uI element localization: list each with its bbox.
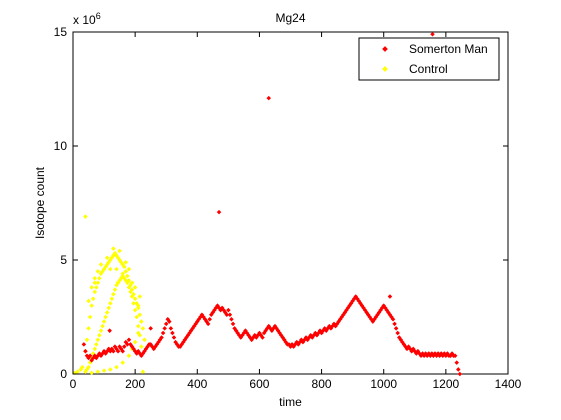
x-tick-label: 1200 — [433, 377, 460, 391]
data-point — [140, 369, 146, 374]
x-tick-label: 800 — [312, 377, 332, 391]
data-point — [454, 360, 459, 365]
data-point — [92, 275, 98, 281]
data-point — [83, 214, 88, 219]
y-axis-multiplier: x 106 — [73, 11, 101, 27]
y-axis-multiplier-base: x 10 — [73, 13, 96, 27]
data-point — [97, 275, 102, 281]
x-tick-label: 400 — [187, 377, 207, 391]
data-point — [89, 370, 94, 376]
data-point — [390, 317, 396, 322]
data-point — [122, 264, 127, 270]
legend-entry-control: Control — [409, 62, 448, 76]
data-point — [81, 342, 87, 347]
legend-box — [358, 37, 500, 81]
x-tick-label: 1400 — [495, 377, 522, 391]
data-point — [171, 335, 177, 340]
data-point — [111, 291, 116, 297]
data-point — [170, 330, 175, 336]
data-point — [260, 335, 265, 340]
y-axis-ticks: 0 5 10 15 — [54, 25, 508, 381]
data-point — [139, 344, 144, 349]
data-point — [392, 321, 397, 327]
data-point — [100, 323, 105, 329]
chart-title: Mg24 — [275, 11, 305, 25]
x-tick-label: 1000 — [370, 377, 397, 391]
data-point — [129, 294, 135, 299]
data-point — [125, 342, 130, 347]
data-point — [162, 326, 167, 331]
data-point — [126, 285, 132, 290]
x-tick-label: 0 — [70, 377, 77, 391]
data-point — [159, 335, 164, 340]
data-point — [140, 326, 146, 331]
plot-frame — [72, 31, 509, 375]
legend: Somerton Man Control — [358, 37, 500, 81]
y-tick-label: 15 — [54, 25, 68, 39]
y-tick-label: 10 — [54, 139, 68, 153]
data-point — [95, 280, 101, 286]
data-point — [117, 248, 122, 254]
y-axis-label: Isotope count — [33, 166, 47, 239]
data-point — [125, 280, 130, 286]
data-point — [457, 371, 463, 377]
data-point — [456, 367, 461, 372]
data-point — [135, 330, 141, 336]
x-tick-label: 600 — [249, 377, 269, 391]
data-point — [126, 337, 132, 343]
data-point — [148, 326, 153, 331]
y-axis-multiplier-exponent: 6 — [96, 11, 101, 21]
legend-entry-somerton-man: Somerton Man — [409, 42, 488, 56]
data-point — [452, 353, 458, 359]
x-tick-label: 200 — [125, 377, 145, 391]
data-point — [125, 273, 130, 279]
data-point — [205, 321, 211, 327]
data-point — [92, 280, 98, 286]
data-point — [122, 344, 127, 349]
data-point — [84, 337, 90, 343]
data-point — [226, 307, 231, 313]
data-point — [94, 285, 99, 290]
data-point — [160, 330, 166, 336]
data-point — [128, 289, 133, 295]
data-point — [101, 368, 107, 373]
y-tick-label: 5 — [60, 253, 67, 267]
data-point — [94, 342, 99, 347]
data-point — [89, 303, 94, 308]
data-point — [227, 312, 233, 317]
y-tick-label: 0 — [60, 367, 67, 381]
data-point — [129, 280, 135, 286]
data-point — [89, 285, 94, 290]
data-point — [97, 332, 102, 338]
data-point — [135, 323, 141, 329]
data-point — [95, 337, 101, 343]
data-point — [139, 319, 144, 324]
x-axis-label: time — [279, 395, 302, 409]
data-point — [137, 312, 143, 317]
plot-area: 0 200 400 600 800 1000 1200 1400 0 5 10 15 — [54, 25, 522, 391]
series-control — [72, 214, 147, 376]
data-point — [126, 266, 132, 272]
data-point — [224, 312, 230, 317]
data-point — [393, 326, 399, 331]
data-point — [137, 294, 143, 299]
data-point — [168, 326, 174, 331]
data-point — [111, 246, 116, 251]
data-point — [135, 303, 141, 308]
legend-marker-control — [382, 66, 388, 72]
data-point — [126, 353, 132, 359]
data-point — [111, 348, 116, 354]
data-point — [387, 294, 393, 299]
x-axis-ticks: 0 200 400 600 800 1000 1200 1400 — [70, 32, 522, 391]
data-point — [395, 330, 400, 336]
data-point — [135, 305, 141, 311]
